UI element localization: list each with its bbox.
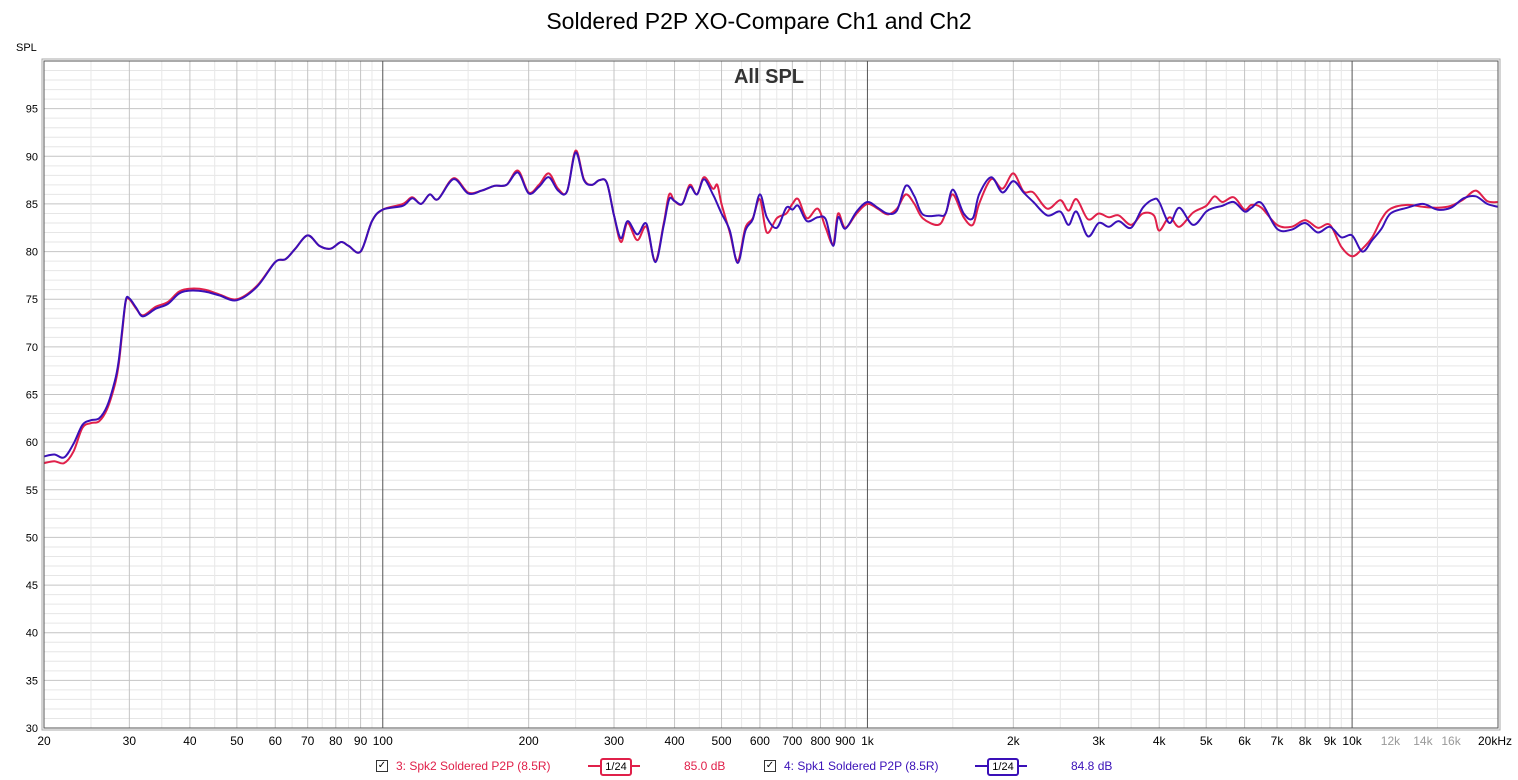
x-tick-label: 50 [230, 734, 244, 748]
series-2-smoothing-swatch[interactable]: 1/24 [975, 757, 1027, 776]
y-tick-labels: 30 35 40 45 50 55 60 65 70 75 80 85 90 95 [26, 104, 38, 735]
series-2-smoothing-label: 1/24 [987, 758, 1019, 776]
legend-item-series-1[interactable]: ✓ 3: Spk2 Soldered P2P (8.5R) [376, 757, 551, 775]
x-tick-label: 40 [183, 734, 197, 748]
series-2-name: 4: Spk1 Soldered P2P (8.5R) [784, 759, 939, 773]
x-tick-label: 5k [1200, 734, 1214, 748]
series-2-level: 84.8 dB [1071, 759, 1113, 773]
x-tick-label: 9k [1324, 734, 1338, 748]
y-tick-label: 50 [26, 532, 38, 544]
x-tick-label: 500 [712, 734, 732, 748]
x-tick-label: 8k [1299, 734, 1313, 748]
chart-subtitle: All SPL [734, 66, 804, 88]
series-1-smoothing-label: 1/24 [600, 758, 632, 776]
y-tick-label: 70 [26, 342, 38, 354]
series-1-smoothing-swatch[interactable]: 1/24 [588, 757, 640, 776]
x-tick-label: 60 [269, 734, 283, 748]
x-tick-label: 80 [329, 734, 343, 748]
plot-outer-frame [41, 58, 1501, 731]
x-tick-label: 700 [782, 734, 802, 748]
y-tick-label: 85 [26, 199, 38, 211]
x-tick-label: 600 [750, 734, 770, 748]
page-title: Soldered P2P XO-Compare Ch1 and Ch2 [546, 8, 972, 34]
x-tick-labels: 20 30 40 50 60 70 80 90 100 200 300 400 500 600 700 800… [37, 734, 1512, 748]
x-tick-label: 10k [1342, 734, 1362, 748]
legend-item-series-2[interactable]: ✓ 4: Spk1 Soldered P2P (8.5R) [764, 757, 939, 775]
x-tick-label: 20kHz [1478, 734, 1512, 748]
x-tick-label: 200 [519, 734, 539, 748]
x-tick-label: 4k [1153, 734, 1167, 748]
x-tick-label: 14k [1413, 734, 1433, 748]
x-tick-label: 1k [861, 734, 875, 748]
series-lines [43, 149, 1499, 465]
y-tick-label: 45 [26, 580, 38, 592]
y-tick-label: 35 [26, 675, 38, 687]
x-tick-label: 30 [123, 734, 137, 748]
y-axis-label: SPL [16, 42, 37, 54]
x-tick-label: 6k [1238, 734, 1252, 748]
y-tick-label: 65 [26, 390, 38, 402]
y-tick-label: 75 [26, 294, 38, 306]
x-tick-label: 90 [354, 734, 368, 748]
grid [44, 61, 1498, 728]
series-2-checkbox[interactable]: ✓ [764, 760, 776, 772]
x-tick-label: 12k [1381, 734, 1401, 748]
x-tick-label: 7k [1271, 734, 1285, 748]
series-1-level: 85.0 dB [684, 759, 726, 773]
x-tick-label: 70 [301, 734, 315, 748]
x-tick-label: 900 [835, 734, 855, 748]
y-tick-label: 30 [26, 723, 38, 735]
x-tick-label: 400 [665, 734, 685, 748]
x-tick-label: 2k [1007, 734, 1021, 748]
x-tick-label: 800 [810, 734, 830, 748]
x-tick-label: 16k [1441, 734, 1461, 748]
y-tick-label: 90 [26, 151, 38, 163]
plot-frame [43, 60, 1499, 729]
x-tick-label: 3k [1092, 734, 1106, 748]
x-tick-label: 100 [373, 734, 393, 748]
y-tick-label: 55 [26, 485, 38, 497]
y-tick-label: 40 [26, 628, 38, 640]
x-tick-label: 300 [604, 734, 624, 748]
y-tick-label: 95 [26, 104, 38, 116]
series-line-2 [43, 151, 1499, 459]
x-tick-label: 20 [37, 734, 51, 748]
y-tick-label: 60 [26, 437, 38, 449]
y-tick-label: 80 [26, 247, 38, 259]
series-1-checkbox[interactable]: ✓ [376, 760, 388, 772]
series-1-name: 3: Spk2 Soldered P2P (8.5R) [396, 759, 551, 773]
